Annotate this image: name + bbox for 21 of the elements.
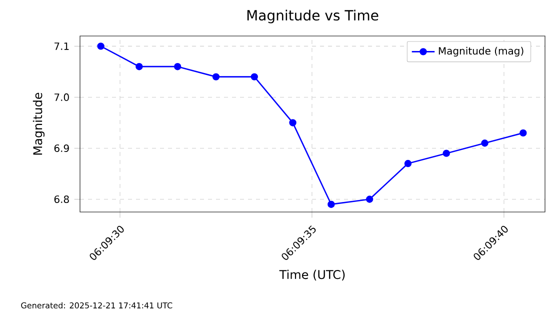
- point: [97, 42, 104, 50]
- point: [174, 63, 182, 70]
- point: [289, 119, 296, 126]
- y-tick-label: 7.1: [54, 42, 69, 50]
- y-tick-label: 6.8: [54, 195, 69, 204]
- point: [481, 140, 488, 147]
- point: [136, 63, 143, 70]
- point: [212, 73, 220, 80]
- y-axis-title: Magnitude: [32, 92, 45, 155]
- chart-title: Magnitude vs Time: [247, 10, 378, 24]
- point: [404, 160, 412, 168]
- legend-label: Magnitude (mag): [438, 46, 524, 57]
- point: [250, 73, 258, 80]
- point: [520, 129, 527, 137]
- x-axis-title: Time (UTC): [279, 270, 345, 280]
- point: [328, 200, 335, 208]
- point: [366, 196, 374, 203]
- point: [442, 150, 450, 157]
- y-tick-label: 6.9: [54, 144, 69, 152]
- text: Generated: 2025-12-21 17:41:41 UTC: [21, 302, 172, 308]
- y-tick-label: 7.0: [54, 93, 69, 101]
